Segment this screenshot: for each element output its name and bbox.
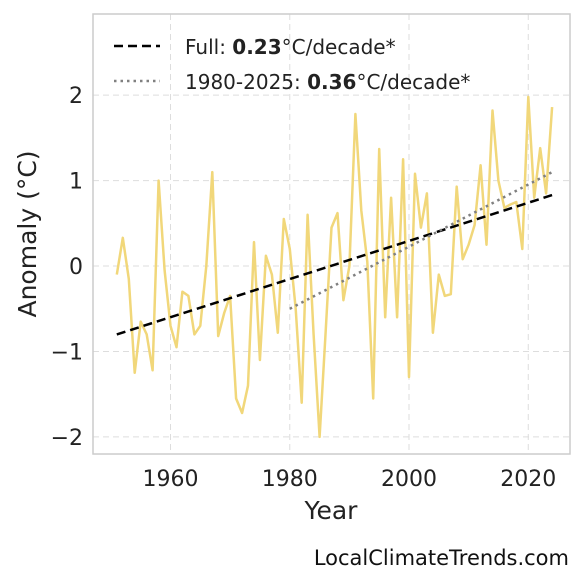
y-tick-label: −2: [51, 426, 83, 451]
x-axis-label: Year: [304, 496, 359, 525]
plot-frame: [92, 13, 571, 455]
legend-entry-full: Full: 0.23°C/decade*: [185, 35, 396, 59]
y-tick-label: 1: [69, 170, 83, 195]
x-tick-label: 2000: [381, 467, 437, 492]
full-trend-line: [116, 193, 553, 336]
y-tick-label: 2: [69, 84, 83, 109]
x-tick-label: 1960: [143, 467, 199, 492]
y-tick-labels: −2 −1 0 1 2: [51, 84, 83, 451]
y-tick-label: −1: [51, 340, 83, 365]
grid: [93, 14, 570, 454]
credit-text: LocalClimateTrends.com: [313, 546, 569, 570]
x-tick-label: 2020: [500, 467, 556, 492]
x-tick-labels: 1960 1980 2000 2020: [143, 467, 557, 492]
x-tick-label: 1980: [262, 467, 318, 492]
y-tick-label: 0: [69, 255, 83, 280]
y-axis-label: Anomaly (°C): [13, 150, 42, 317]
anomaly-series-line: [115, 95, 554, 439]
legend: Full: 0.23°C/decade* 1980-2025: 0.36°C/d…: [114, 35, 470, 94]
series-group: [115, 95, 554, 439]
legend-entry-recent: 1980-2025: 0.36°C/decade*: [185, 70, 470, 94]
